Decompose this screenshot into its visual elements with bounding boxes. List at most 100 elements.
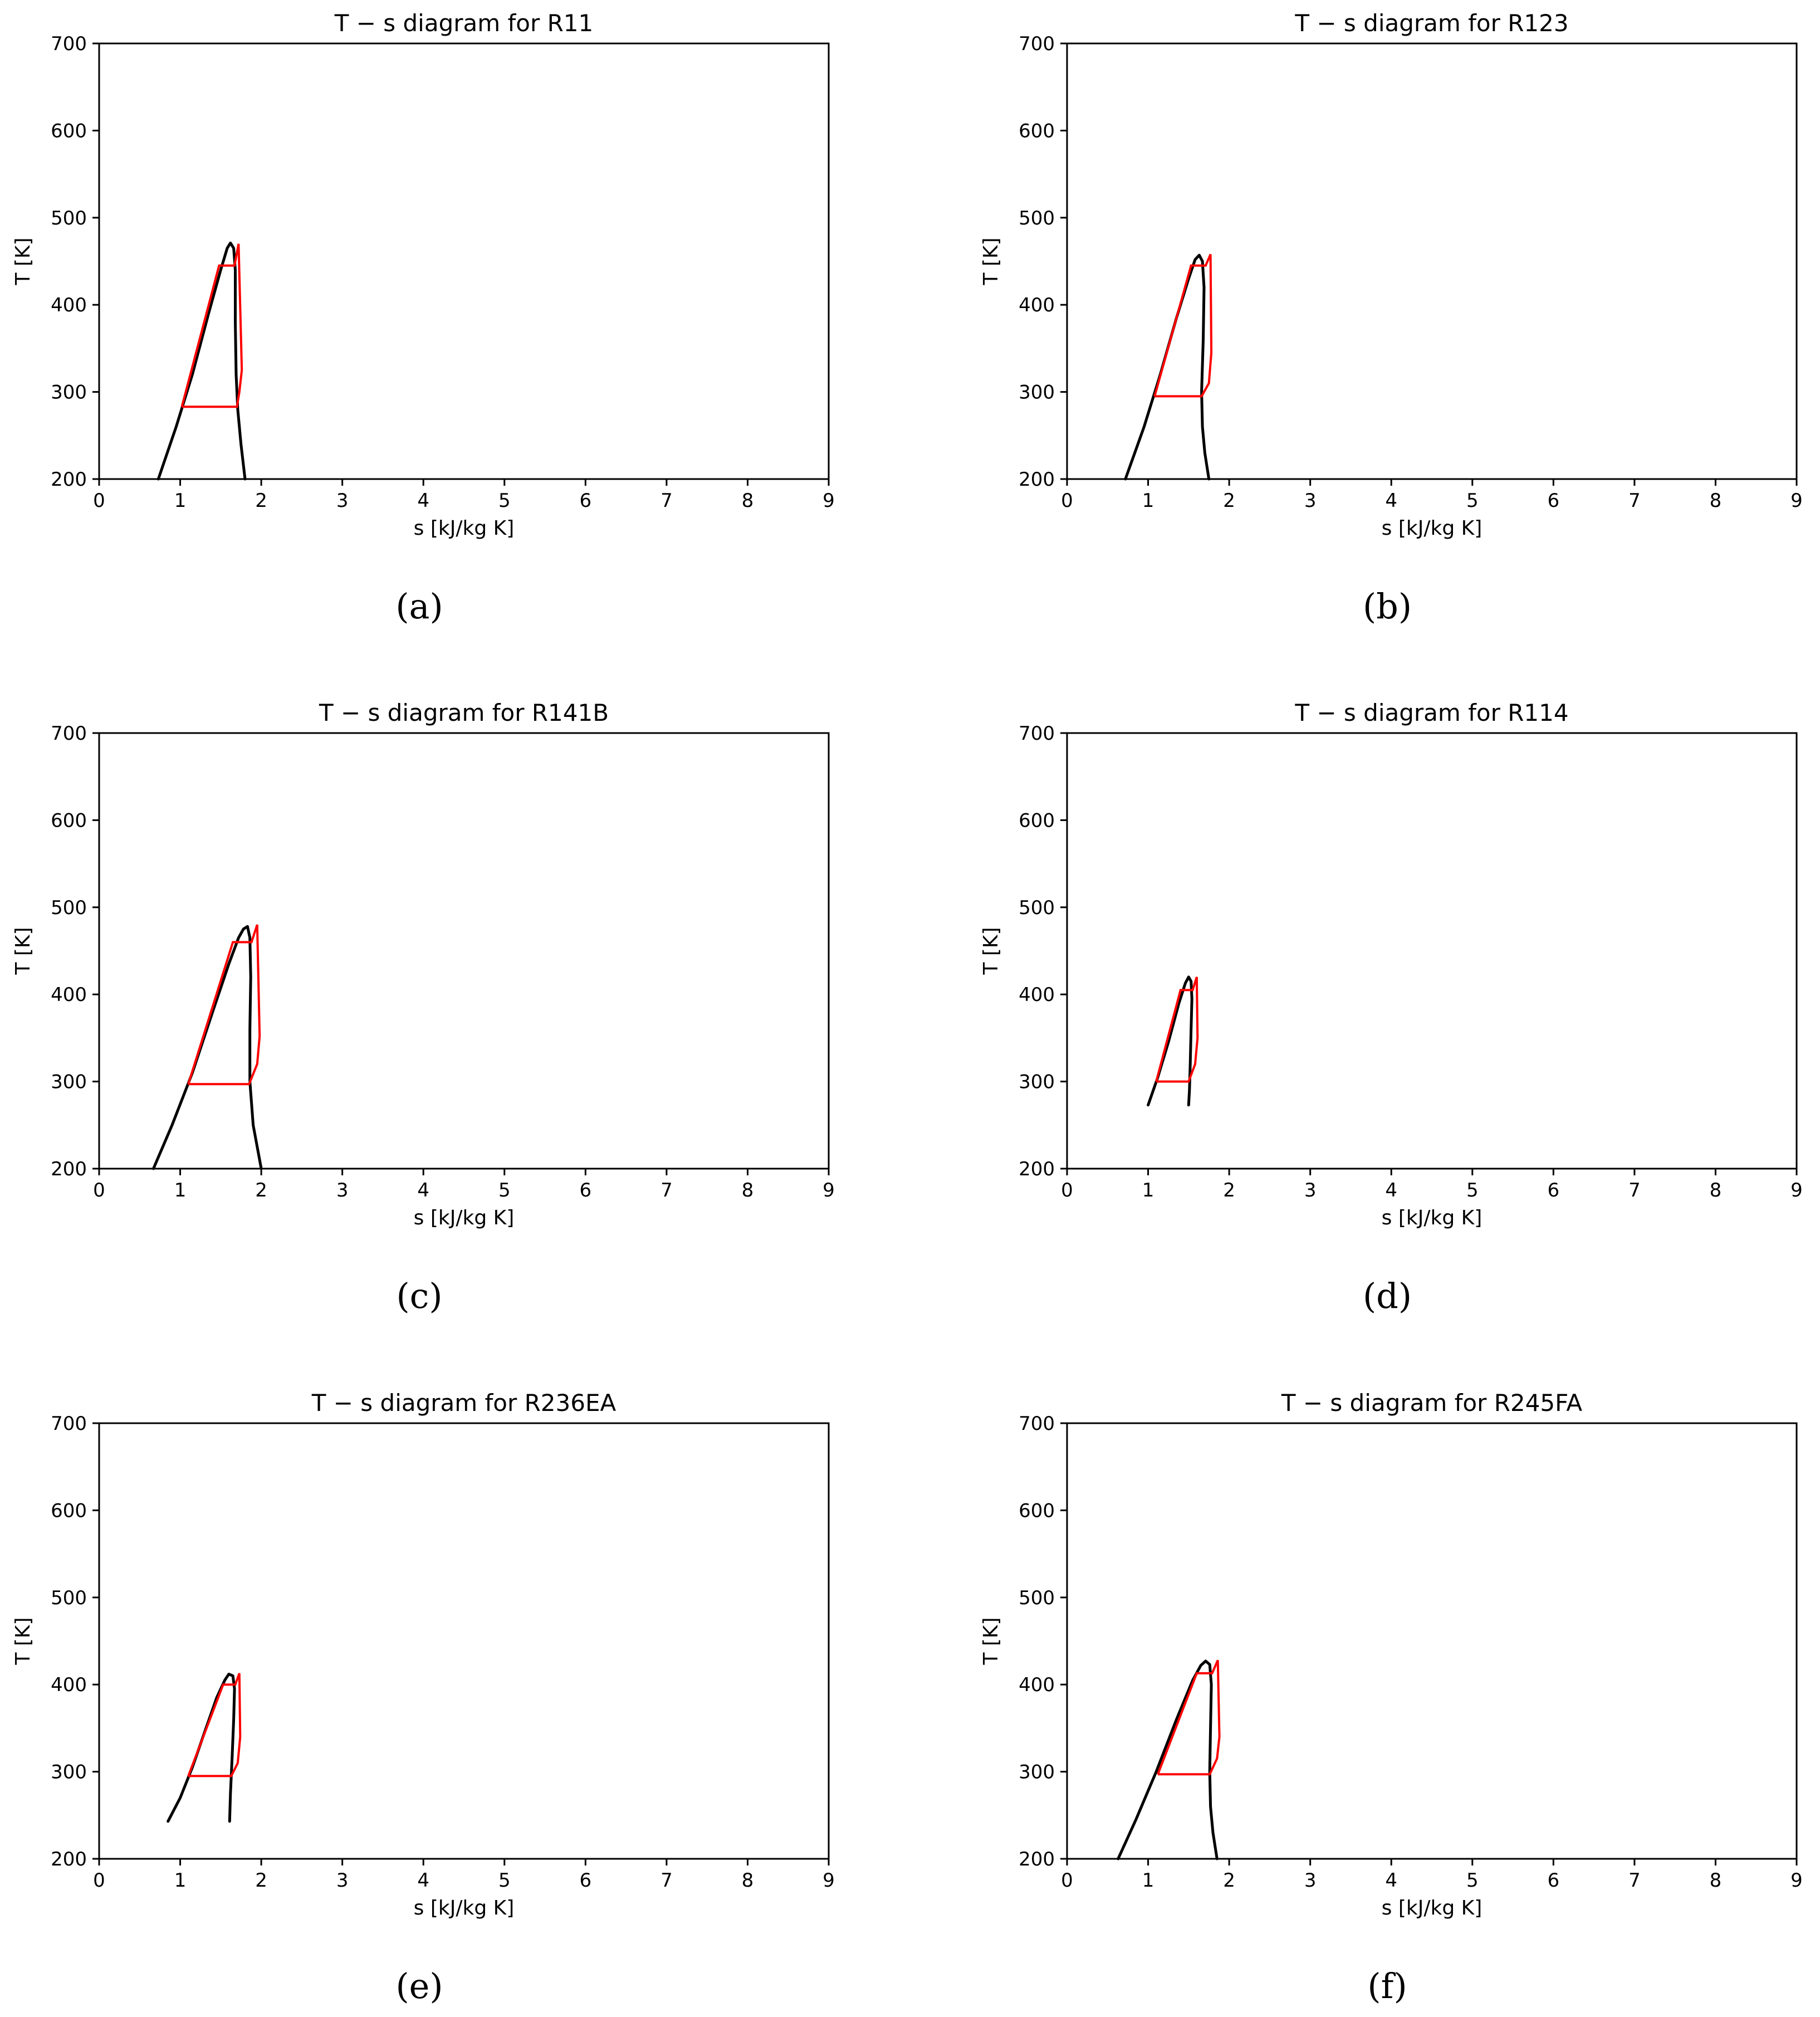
panel-caption: (d) <box>1363 1276 1412 1316</box>
y-tick-label: 400 <box>51 294 87 316</box>
y-tick-label: 200 <box>51 1158 87 1180</box>
y-tick-label: 400 <box>51 984 87 1006</box>
cycle-line <box>1155 976 1199 1083</box>
y-tick-label: 200 <box>51 468 87 491</box>
x-tick-label: 0 <box>93 490 105 512</box>
y-tick-label: 300 <box>1019 1761 1055 1784</box>
saturation-dome-line <box>167 1672 236 1823</box>
y-tick-label: 700 <box>51 722 87 745</box>
x-tick-label: 3 <box>1304 1179 1317 1202</box>
y-axis-label: T [K] <box>980 927 1002 975</box>
y-tick-label: 500 <box>51 897 87 919</box>
y-tick-label: 500 <box>51 1587 87 1609</box>
panel-title: T − s diagram for R245FA <box>1281 1389 1583 1417</box>
x-tick-label: 4 <box>1385 1179 1397 1202</box>
panel-caption: (f) <box>1367 1966 1407 2006</box>
saturation-dome-line <box>1117 1659 1219 1860</box>
x-tick-label: 4 <box>1385 490 1397 512</box>
y-tick-label: 700 <box>1019 722 1055 745</box>
y-tick-label: 700 <box>1019 33 1055 55</box>
x-axis-label: s [kJ/kg K] <box>1382 517 1483 540</box>
x-tick-label: 7 <box>1628 1869 1641 1892</box>
y-axis-label: T [K] <box>12 237 35 285</box>
x-tick-label: 6 <box>1548 490 1560 512</box>
x-tick-label: 7 <box>661 1869 673 1892</box>
x-axis-label: s [kJ/kg K] <box>1382 1897 1483 1920</box>
x-tick-label: 9 <box>1790 1179 1803 1202</box>
x-tick-label: 8 <box>1710 490 1722 512</box>
y-tick-label: 400 <box>51 1674 87 1696</box>
panel-5: T − s diagram for R236EA 0 1 2 3 4 5 6 7 8 9 200 300… <box>12 1389 835 2006</box>
x-tick-label: 4 <box>1385 1869 1397 1892</box>
cycle-line <box>1153 253 1213 398</box>
x-tick-label: 1 <box>174 490 187 512</box>
saturation-dome-line <box>152 925 263 1170</box>
x-tick-label: 6 <box>1548 1869 1560 1892</box>
y-tick-label: 400 <box>1019 294 1055 316</box>
x-tick-label: 8 <box>742 1869 754 1892</box>
x-tick-label: 5 <box>1466 490 1479 512</box>
x-tick-label: 5 <box>498 1869 511 1892</box>
x-tick-label: 4 <box>417 1869 429 1892</box>
y-tick-label: 200 <box>1019 468 1055 491</box>
x-tick-label: 0 <box>93 1179 105 1202</box>
x-tick-label: 1 <box>1142 490 1154 512</box>
panel-caption: (b) <box>1363 586 1412 627</box>
y-axis-label: T [K] <box>12 1617 35 1665</box>
y-tick-label: 500 <box>1019 897 1055 919</box>
x-tick-label: 2 <box>255 490 267 512</box>
axes-frame <box>1066 42 1798 480</box>
x-tick-label: 3 <box>1304 1869 1317 1892</box>
x-tick-label: 2 <box>255 1869 267 1892</box>
x-tick-label: 4 <box>417 490 429 512</box>
x-tick-label: 5 <box>1466 1179 1479 1202</box>
panel-title: T − s diagram for R114 <box>1294 699 1568 726</box>
y-tick-label: 700 <box>51 1413 87 1435</box>
x-tick-label: 1 <box>174 1179 187 1202</box>
x-tick-label: 9 <box>823 1869 835 1892</box>
panel-title: T − s diagram for R123 <box>1294 9 1568 37</box>
y-tick-label: 600 <box>51 809 87 832</box>
y-axis-label: T [K] <box>980 237 1002 285</box>
x-tick-label: 7 <box>1628 490 1641 512</box>
y-tick-label: 600 <box>1019 809 1055 832</box>
x-tick-label: 0 <box>93 1869 105 1892</box>
y-tick-label: 400 <box>1019 1674 1055 1696</box>
panel-2: T − s diagram for R123 0 1 2 3 4 5 6 7 8 9 200 300 40… <box>980 9 1803 627</box>
panel-caption: (c) <box>396 1276 442 1316</box>
x-tick-label: 7 <box>661 490 673 512</box>
x-tick-label: 7 <box>661 1179 673 1202</box>
y-axis-label: T [K] <box>12 927 35 975</box>
x-tick-label: 0 <box>1061 1179 1073 1202</box>
saturation-dome-line <box>1147 975 1193 1107</box>
panel-title: T − s diagram for R236EA <box>311 1389 617 1417</box>
x-tick-label: 4 <box>417 1179 429 1202</box>
axes-frame <box>98 1422 830 1860</box>
y-tick-label: 500 <box>1019 207 1055 229</box>
panel-caption: (e) <box>395 1966 443 2006</box>
x-tick-label: 5 <box>498 1179 511 1202</box>
x-tick-label: 8 <box>742 1179 754 1202</box>
y-tick-label: 300 <box>1019 382 1055 404</box>
x-tick-label: 9 <box>823 1179 835 1202</box>
x-tick-label: 2 <box>1223 1179 1235 1202</box>
y-tick-label: 600 <box>1019 1500 1055 1522</box>
x-tick-label: 0 <box>1061 1869 1073 1892</box>
cycle-line <box>1157 1659 1221 1776</box>
x-axis-label: s [kJ/kg K] <box>414 1897 515 1920</box>
x-tick-label: 2 <box>1223 490 1235 512</box>
x-tick-label: 1 <box>1142 1869 1154 1892</box>
x-tick-label: 7 <box>1628 1179 1641 1202</box>
y-tick-label: 400 <box>1019 984 1055 1006</box>
cycle-line <box>187 1673 242 1777</box>
x-tick-label: 6 <box>580 490 592 512</box>
y-tick-label: 200 <box>51 1848 87 1871</box>
panel-4: T − s diagram for R114 0 1 2 3 4 5 6 7 8 9 200 300 40… <box>980 699 1803 1316</box>
x-tick-label: 8 <box>1710 1869 1722 1892</box>
y-tick-label: 700 <box>1019 1413 1055 1435</box>
x-tick-label: 0 <box>1061 490 1073 512</box>
y-tick-label: 600 <box>51 1500 87 1522</box>
y-tick-label: 700 <box>51 33 87 55</box>
axes-frame <box>1066 732 1798 1170</box>
y-tick-label: 300 <box>51 1071 87 1093</box>
